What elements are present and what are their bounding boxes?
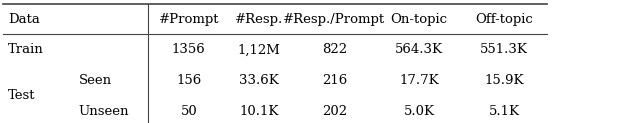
Text: 10.1K: 10.1K bbox=[239, 105, 279, 118]
Text: 202: 202 bbox=[322, 105, 347, 118]
Text: 15.9K: 15.9K bbox=[484, 74, 524, 87]
Text: Seen: Seen bbox=[79, 74, 112, 87]
Text: 5.0K: 5.0K bbox=[404, 105, 435, 118]
Text: Unseen: Unseen bbox=[79, 105, 129, 118]
Text: 33.6K: 33.6K bbox=[239, 74, 279, 87]
Text: 156: 156 bbox=[176, 74, 202, 87]
Text: Test: Test bbox=[8, 89, 36, 102]
Text: 1356: 1356 bbox=[172, 43, 205, 56]
Text: Data: Data bbox=[8, 13, 40, 26]
Text: 50: 50 bbox=[180, 105, 197, 118]
Text: #Prompt: #Prompt bbox=[159, 13, 219, 26]
Text: #Resp.: #Resp. bbox=[235, 13, 284, 26]
Text: 551.3K: 551.3K bbox=[480, 43, 528, 56]
Text: 17.7K: 17.7K bbox=[399, 74, 439, 87]
Text: 5.1K: 5.1K bbox=[488, 105, 520, 118]
Text: Train: Train bbox=[8, 43, 44, 56]
Text: #Resp./Prompt: #Resp./Prompt bbox=[284, 13, 385, 26]
Text: 564.3K: 564.3K bbox=[396, 43, 444, 56]
Text: 216: 216 bbox=[322, 74, 347, 87]
Text: On-topic: On-topic bbox=[390, 13, 448, 26]
Text: 1,12M: 1,12M bbox=[238, 43, 280, 56]
Text: 822: 822 bbox=[322, 43, 347, 56]
Text: Off-topic: Off-topic bbox=[475, 13, 533, 26]
